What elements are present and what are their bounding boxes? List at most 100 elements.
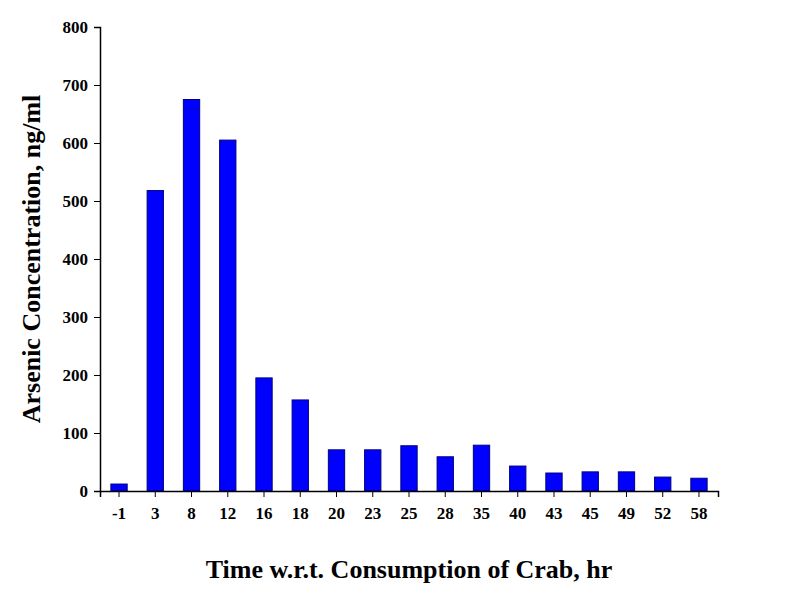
y-tick-mark	[94, 27, 100, 28]
y-tick: 0	[80, 482, 101, 501]
bar	[510, 466, 526, 491]
x-tick-mark	[481, 491, 482, 497]
x-tick: 25	[401, 491, 418, 523]
y-tick: 600	[63, 134, 101, 153]
y-tick-mark	[94, 201, 100, 202]
y-tick-label: 0	[80, 482, 89, 501]
x-axis: -1 3 8 12 16 18 20 23 25 28 35 40 43 45 49 52 58	[101, 491, 719, 523]
x-tick-mark	[372, 491, 373, 497]
x-tick-label: 20	[328, 504, 345, 523]
y-tick-mark	[94, 85, 100, 86]
bar	[582, 472, 598, 491]
x-tick-label: 58	[690, 504, 707, 523]
x-tick-label: 18	[292, 504, 309, 523]
x-tick: 49	[618, 491, 635, 523]
y-tick-mark	[94, 259, 100, 260]
x-tick-label: 28	[437, 504, 454, 523]
y-tick-label: 400	[63, 250, 89, 269]
bar	[147, 191, 163, 491]
x-tick: 35	[473, 491, 490, 523]
bar	[365, 450, 381, 491]
x-tick-label: 3	[151, 504, 160, 523]
x-tick-label: 49	[618, 504, 635, 523]
y-tick-label: 700	[63, 76, 89, 95]
x-tick: 52	[654, 491, 671, 523]
x-tick: 20	[328, 491, 345, 523]
y-tick-mark	[94, 491, 100, 492]
x-tick-mark	[445, 491, 446, 497]
y-tick-mark	[94, 317, 100, 318]
y-tick-label: 300	[63, 308, 89, 327]
x-tick-mark	[336, 491, 337, 497]
bar	[111, 484, 127, 491]
x-axis-title: Time w.r.t. Consumption of Crab, hr	[206, 555, 613, 584]
x-tick: 16	[256, 491, 273, 523]
y-tick-mark	[94, 143, 100, 144]
y-tick: 700	[63, 76, 101, 95]
x-tick-label: 25	[401, 504, 418, 523]
y-tick-mark	[94, 375, 100, 376]
x-tick: 45	[582, 491, 599, 523]
x-tick-label: 40	[509, 504, 526, 523]
x-tick: 28	[437, 491, 454, 523]
x-tick-mark	[698, 491, 699, 497]
y-tick: 400	[63, 250, 101, 269]
y-tick-label: 800	[63, 18, 89, 37]
y-tick-mark	[94, 433, 100, 434]
bar	[328, 450, 344, 491]
bar	[618, 472, 634, 491]
x-tick-mark	[517, 491, 518, 497]
x-tick-mark	[553, 491, 554, 497]
x-tick-label: 12	[219, 504, 236, 523]
x-tick-label: 23	[364, 504, 381, 523]
bar	[292, 400, 308, 491]
x-tick-mark	[227, 491, 228, 497]
x-tick-mark	[590, 491, 591, 497]
y-axis-line	[94, 28, 101, 492]
bar	[691, 478, 707, 491]
y-tick-label: 500	[63, 192, 89, 211]
x-tick-mark	[300, 491, 301, 497]
x-axis-line	[101, 492, 719, 498]
x-tick-mark	[119, 491, 120, 497]
x-tick: 18	[292, 491, 309, 523]
x-tick-mark	[662, 491, 663, 497]
y-tick-label: 600	[63, 134, 89, 153]
x-tick: 3	[151, 491, 160, 523]
y-tick: 200	[63, 366, 101, 385]
x-tick-label: -1	[112, 504, 126, 523]
x-tick: 8	[187, 491, 196, 523]
bar	[437, 457, 453, 491]
y-tick: 800	[63, 18, 101, 37]
x-tick-label: 16	[256, 504, 273, 523]
bars	[111, 100, 707, 492]
bar	[220, 140, 236, 491]
y-axis: 0 100 200 300 400 500 600 700 800	[63, 18, 101, 501]
y-tick: 300	[63, 308, 101, 327]
x-tick: 40	[509, 491, 526, 523]
x-tick-label: 8	[187, 504, 196, 523]
x-tick: 58	[690, 491, 707, 523]
x-tick-mark	[409, 491, 410, 497]
x-tick: -1	[112, 491, 126, 523]
x-tick: 43	[545, 491, 562, 523]
x-tick-label: 43	[545, 504, 562, 523]
y-tick: 100	[63, 424, 101, 443]
bar	[473, 445, 489, 491]
x-tick: 12	[219, 491, 236, 523]
bar	[256, 378, 272, 491]
x-tick-label: 35	[473, 504, 490, 523]
x-tick-mark	[191, 491, 192, 497]
x-tick-mark	[626, 491, 627, 497]
y-tick: 500	[63, 192, 101, 211]
x-tick-mark	[155, 491, 156, 497]
y-tick-label: 200	[63, 366, 89, 385]
bar	[401, 446, 417, 491]
x-tick: 23	[364, 491, 381, 523]
x-tick-label: 52	[654, 504, 671, 523]
x-tick-label: 45	[582, 504, 599, 523]
bar	[183, 100, 199, 492]
bar	[655, 477, 671, 491]
bar	[546, 473, 562, 491]
y-axis-title: Arsenic Concentration, ng/ml	[17, 95, 46, 424]
